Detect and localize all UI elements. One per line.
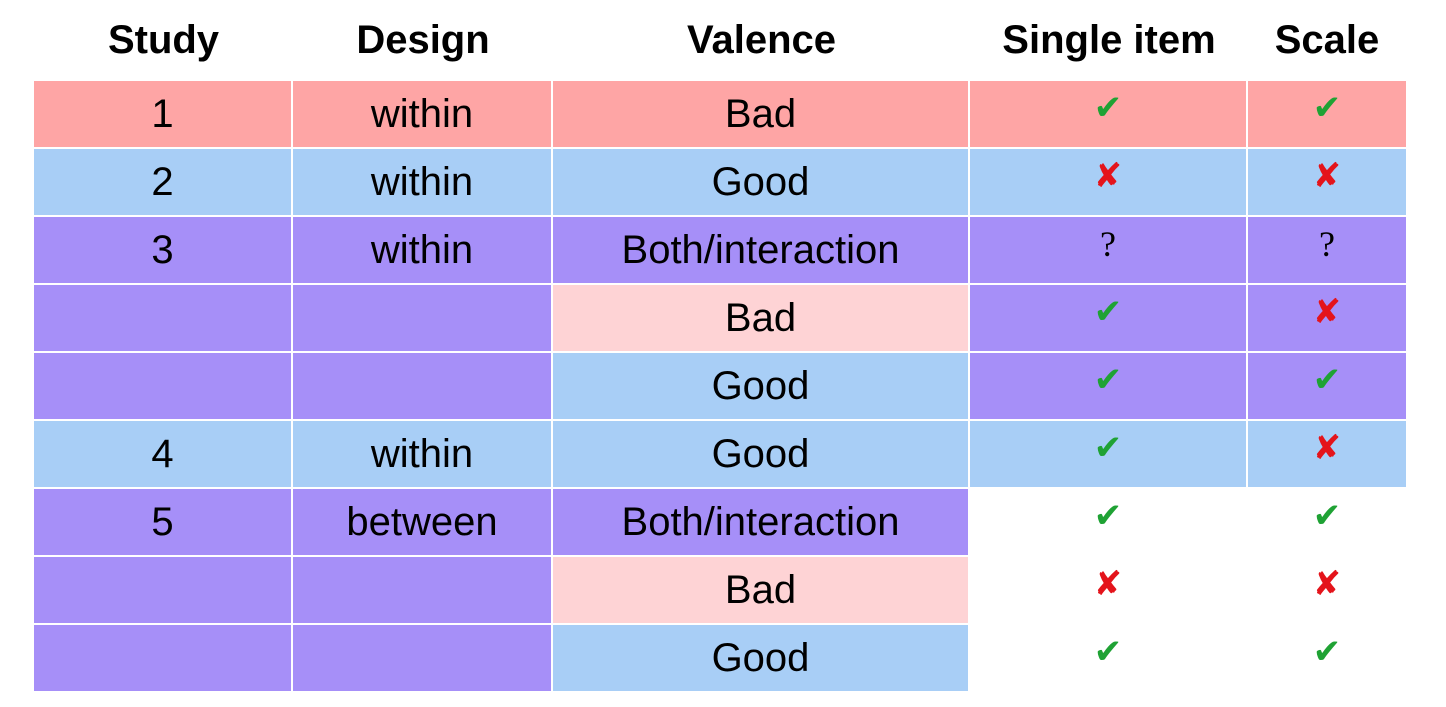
cell-valence: Bad [553, 557, 970, 623]
cell-valence: Both/interaction [553, 489, 970, 555]
table-row: Bad ✔ ✘ [34, 285, 1406, 353]
cell-single-item: ✔ [970, 81, 1248, 147]
cell-study [34, 353, 293, 419]
cell-design: within [293, 81, 553, 147]
cell-design: between [293, 489, 553, 555]
cross-icon: ✘ [1312, 428, 1342, 468]
cell-single-item: ✔ [970, 489, 1248, 555]
cell-study: 4 [34, 421, 293, 487]
table-row: 2 within Good ✘ ✘ [34, 149, 1406, 217]
check-icon: ✔ [1312, 360, 1342, 400]
cell-study: 1 [34, 81, 293, 147]
cell-valence: Both/interaction [553, 217, 970, 283]
cross-icon: ✘ [1312, 564, 1342, 604]
check-icon: ✔ [1093, 632, 1123, 672]
cell-design: within [293, 421, 553, 487]
cell-valence: Good [553, 421, 970, 487]
header-valence: Valence [686, 17, 836, 62]
cell-scale: ✘ [1248, 285, 1406, 351]
header-scale: Scale [1274, 17, 1380, 62]
question-icon: ? [1319, 224, 1335, 264]
table-row: 4 within Good ✔ ✘ [34, 421, 1406, 489]
cell-single-item: ? [970, 217, 1248, 283]
check-icon: ✔ [1093, 88, 1123, 128]
cell-single-item: ✔ [970, 285, 1248, 351]
table-row: 1 within Bad ✔ ✔ [34, 81, 1406, 149]
cell-study [34, 557, 293, 623]
cell-single-item: ✔ [970, 421, 1248, 487]
cell-study: 2 [34, 149, 293, 215]
cross-icon: ✘ [1312, 292, 1342, 332]
cross-icon: ✘ [1093, 156, 1123, 196]
cell-scale: ✔ [1248, 489, 1406, 555]
question-icon: ? [1100, 224, 1116, 264]
check-icon: ✔ [1093, 428, 1123, 468]
cell-scale: ✘ [1248, 149, 1406, 215]
cell-valence: Good [553, 625, 970, 691]
table-row: 5 between Both/interaction ✔ ✔ [34, 489, 1406, 557]
cell-scale: ✔ [1248, 353, 1406, 419]
cell-single-item: ✘ [970, 557, 1248, 623]
table-row: Good ✔ ✔ [34, 625, 1406, 693]
header-design: Design [356, 17, 490, 62]
check-icon: ✔ [1312, 632, 1342, 672]
cell-study: 3 [34, 217, 293, 283]
table-header: Study Design Valence Single item Scale [34, 10, 1406, 70]
cell-single-item: ✔ [970, 353, 1248, 419]
table-row: Good ✔ ✔ [34, 353, 1406, 421]
cell-design: within [293, 149, 553, 215]
cell-design [293, 557, 553, 623]
cell-study [34, 625, 293, 691]
cell-valence: Good [553, 353, 970, 419]
results-table: 1 within Bad ✔ ✔ 2 within Good ✘ ✘ 3 within Both/int… [34, 81, 1406, 693]
table-row: Bad ✘ ✘ [34, 557, 1406, 625]
table-row: 3 within Both/interaction?? [34, 217, 1406, 285]
cell-study [34, 285, 293, 351]
cross-icon: ✘ [1093, 564, 1123, 604]
check-icon: ✔ [1312, 88, 1342, 128]
cell-single-item: ✔ [970, 625, 1248, 691]
cell-scale: ✔ [1248, 81, 1406, 147]
cell-design: within [293, 217, 553, 283]
cell-design [293, 353, 553, 419]
cell-design [293, 285, 553, 351]
cross-icon: ✘ [1312, 156, 1342, 196]
cell-valence: Good [553, 149, 970, 215]
check-icon: ✔ [1093, 292, 1123, 332]
check-icon: ✔ [1312, 496, 1342, 536]
cell-scale: ✘ [1248, 557, 1406, 623]
cell-valence: Bad [553, 285, 970, 351]
cell-study: 5 [34, 489, 293, 555]
cell-scale: ✘ [1248, 421, 1406, 487]
cell-scale: ? [1248, 217, 1406, 283]
check-icon: ✔ [1093, 496, 1123, 536]
header-single-item: Single item [1002, 17, 1216, 62]
header-study: Study [107, 17, 220, 62]
cell-scale: ✔ [1248, 625, 1406, 691]
check-icon: ✔ [1093, 360, 1123, 400]
cell-design [293, 625, 553, 691]
cell-valence: Bad [553, 81, 970, 147]
cell-single-item: ✘ [970, 149, 1248, 215]
